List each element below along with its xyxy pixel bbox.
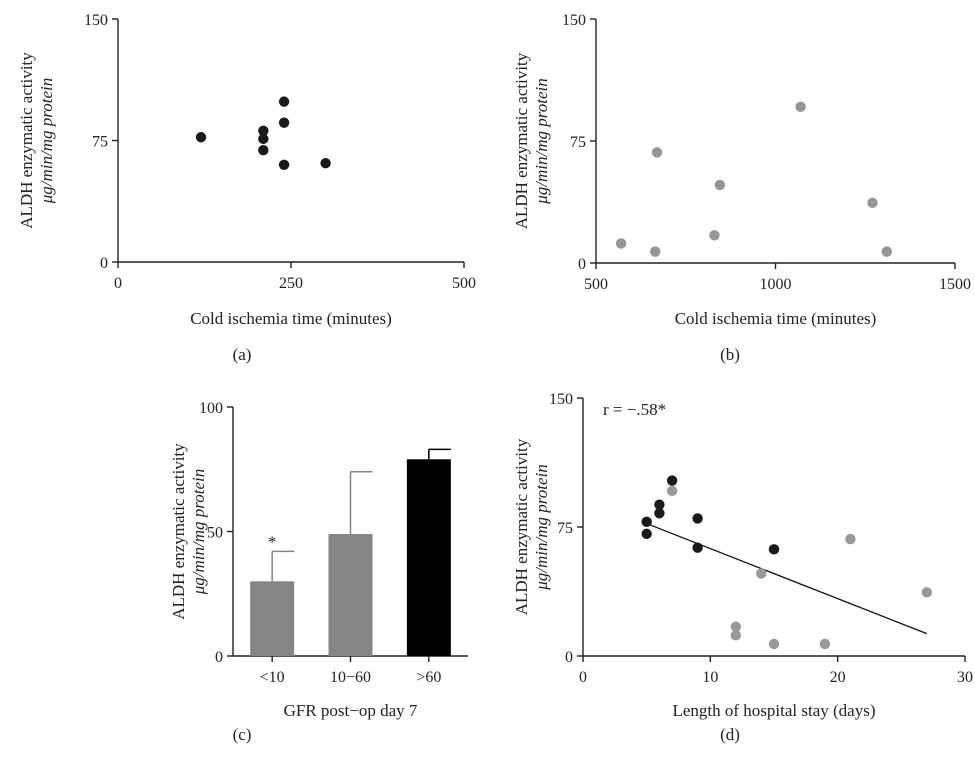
data-point [654,508,665,519]
data-point [714,179,726,191]
y-axis-label-line2: μg/min/mg protein [532,464,551,590]
data-point [666,475,678,486]
x-axis-label: Cold ischemia time (minutes) [190,309,392,328]
data-point [666,485,678,497]
chart-b-svg: 0 75 150 500 1000 1500 Cold ischemia time (min… [512,12,971,328]
data-point [651,147,663,158]
panel-label-b: (b) [720,345,740,364]
y-axis-label: ALDH enzymatic activityμg/min/mg protein [512,52,551,229]
panel-label-d: (d) [720,725,740,744]
data-point [641,528,652,540]
x-axis-label: GFR post−op day 7 [284,701,418,720]
y-axis-label: ALDH enzymatic activityμg/min/mg protein [169,443,208,620]
x-tick-label: 500 [452,275,476,292]
data-point [921,587,932,598]
correlation-annotation: r = −.58* [603,400,666,419]
panel-label-a: (a) [232,345,252,364]
y-tick-label: 75 [557,520,573,537]
bar [406,459,451,656]
x-tick-label: 10−60 [330,669,371,686]
y-axis-label: ALDH enzymatic activityμg/min/mg protein [512,438,551,615]
panel-c: 0 50 100 <10 * 10−60 >60 GFR post−op day 7 ALDH … [0,385,490,765]
data-point [258,145,269,156]
data-point [692,513,703,524]
y-tick-label: 0 [578,256,586,273]
y-axis-label-line2: μg/min/mg protein [189,469,208,595]
y-tick-label: 50 [207,525,223,542]
data-point [278,117,290,128]
x-tick-label: 0 [579,669,587,686]
chart-d-svg: 0 75 150 0 10 20 30 Length of hospital stay (da… [512,391,973,720]
data-point [730,630,741,641]
x-axis-label: Cold ischemia time (minutes) [675,309,877,328]
x-tick-label: <10 [260,669,285,686]
y-tick-label: 75 [570,134,586,151]
y-axis-label-line2: μg/min/mg protein [37,78,56,204]
bar [328,533,373,656]
x-tick-label: 1500 [939,276,971,293]
x-axis-label: Length of hospital stay (days) [672,701,875,720]
y-tick-label: 150 [562,12,586,29]
y-axis-label-line1: ALDH enzymatic activity [17,52,36,229]
data-point [615,238,627,249]
data-point [768,544,780,555]
data-point [768,638,780,650]
y-tick-label: 0 [565,649,573,666]
data-point [795,101,806,113]
data-point [756,568,767,579]
data-point [195,132,207,143]
y-tick-label: 0 [215,649,223,666]
data-point [641,516,652,528]
data-point [654,499,665,510]
data-point [650,246,661,257]
x-tick-label: 30 [957,669,973,686]
y-axis-label-line1: ALDH enzymatic activity [169,443,188,620]
x-tick-label: 0 [114,275,122,292]
significance-marker: * [268,532,277,551]
regression-line [646,522,928,635]
bar [250,581,295,656]
data-point [278,159,290,170]
y-tick-label: 100 [199,400,223,417]
y-axis-label-line1: ALDH enzymatic activity [512,52,531,229]
x-tick-label: 500 [584,276,608,293]
x-tick-label: >60 [416,669,441,686]
data-point [845,533,856,545]
panel-a: 0 75 150 0 250 500 Cold ischemia time (minutes… [0,0,490,380]
data-point [258,125,269,136]
x-tick-label: 10 [702,669,718,686]
data-point [819,638,831,650]
data-point [867,197,878,209]
data-point [278,96,290,107]
y-tick-label: 75 [92,134,108,151]
panel-label-c: (c) [232,725,252,744]
x-tick-label: 250 [279,275,303,292]
y-axis-label-line1: ALDH enzymatic activity [512,438,531,615]
chart-a-svg: 0 75 150 0 250 500 Cold ischemia time (minutes… [17,12,476,328]
data-point [692,542,703,553]
y-tick-label: 0 [100,255,108,272]
data-point [320,157,331,169]
y-axis-label-line2: μg/min/mg protein [532,78,551,204]
data-point [709,230,720,241]
data-point [881,246,892,257]
data-point [258,133,269,145]
x-tick-label: 20 [830,669,846,686]
panel-b: 0 75 150 500 1000 1500 Cold ischemia time (min… [490,0,975,380]
x-tick-label: 1000 [760,276,792,293]
y-tick-label: 150 [549,391,573,408]
chart-c-svg: 0 50 100 <10 * 10−60 >60 GFR post−op day 7 ALDH … [169,400,468,720]
panel-d: 0 75 150 0 10 20 30 Length of hospital stay (da… [490,385,975,765]
y-axis-label: ALDH enzymatic activityμg/min/mg protein [17,52,56,229]
data-point [730,621,741,632]
y-tick-label: 150 [84,12,108,29]
